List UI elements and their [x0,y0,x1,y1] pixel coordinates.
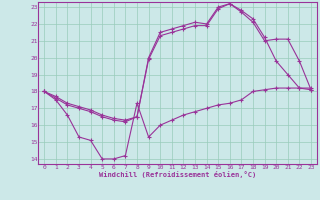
X-axis label: Windchill (Refroidissement éolien,°C): Windchill (Refroidissement éolien,°C) [99,171,256,178]
